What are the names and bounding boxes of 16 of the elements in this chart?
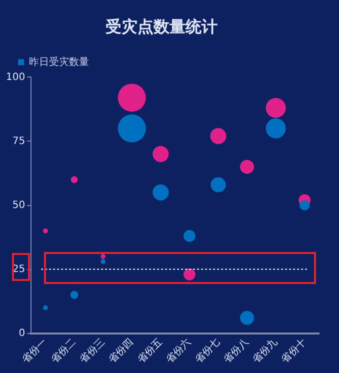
x-tick-label: 省份十 [278,336,309,366]
x-tick-label: 省份一 [20,336,50,366]
x-tick-label: 省份四 [106,336,136,366]
x-tick-label: 省份七 [192,336,222,366]
y-tick-label: 75 [12,136,26,147]
y-tick-label: 0 [18,328,26,339]
x-tick-label: 省份六 [164,336,194,366]
x-tick-label: 省份五 [134,336,165,366]
x-tick-label: 省份八 [221,336,251,366]
x-tick-label: 省份九 [250,336,280,366]
chart-title: 受灾点数量统计 [104,16,218,36]
y-tick-label: 100 [6,72,26,83]
legend-label: 昨日受灾数量 [29,56,89,68]
y-tick-label: 50 [12,200,26,211]
x-tick-label: 省份三 [77,336,108,366]
x-tick-label: 省份二 [48,336,78,366]
